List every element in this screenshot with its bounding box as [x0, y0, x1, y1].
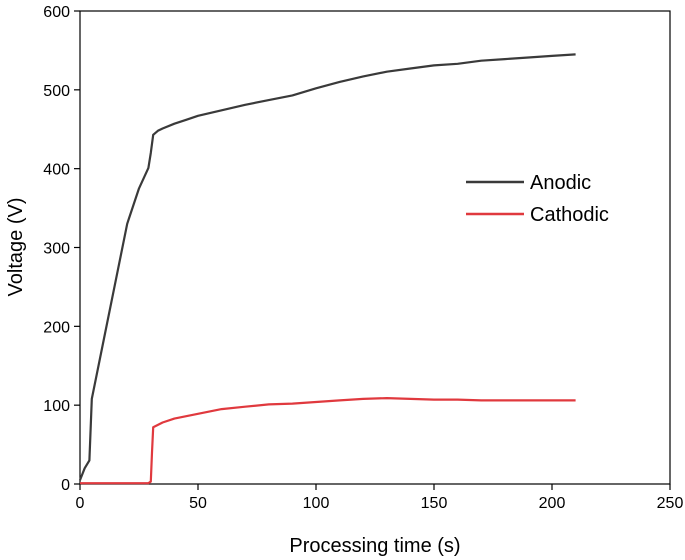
x-tick-label: 50: [189, 495, 207, 512]
y-tick-label: 600: [43, 4, 70, 21]
series-line-anodic: [78, 53, 576, 481]
x-tick-label: 0: [76, 495, 85, 512]
y-axis-title: Voltage (V): [5, 198, 27, 297]
y-tick-label: 100: [43, 398, 70, 415]
x-tick-label: 100: [303, 495, 330, 512]
legend-label-anodic: Anodic: [530, 172, 591, 194]
y-axis: 0 100 200 300 400 500 600: [43, 4, 80, 494]
x-axis-title: Processing time (s): [289, 535, 460, 557]
x-tick-label: 200: [539, 495, 566, 512]
y-tick-label: 500: [43, 83, 70, 100]
x-axis: 0 50 100 150 200 250: [76, 484, 684, 512]
y-tick-label: 400: [43, 162, 70, 179]
series-lines: [78, 53, 576, 485]
plot-frame: [79, 10, 671, 485]
x-tick-label: 250: [657, 495, 684, 512]
series-line-cathodic: [80, 397, 576, 485]
x-tick-label: 150: [421, 495, 448, 512]
y-tick-label: 200: [43, 319, 70, 336]
legend: Anodic Cathodic: [466, 172, 609, 226]
y-tick-label: 0: [61, 477, 70, 494]
legend-label-cathodic: Cathodic: [530, 204, 609, 226]
y-tick-label: 300: [43, 241, 70, 258]
